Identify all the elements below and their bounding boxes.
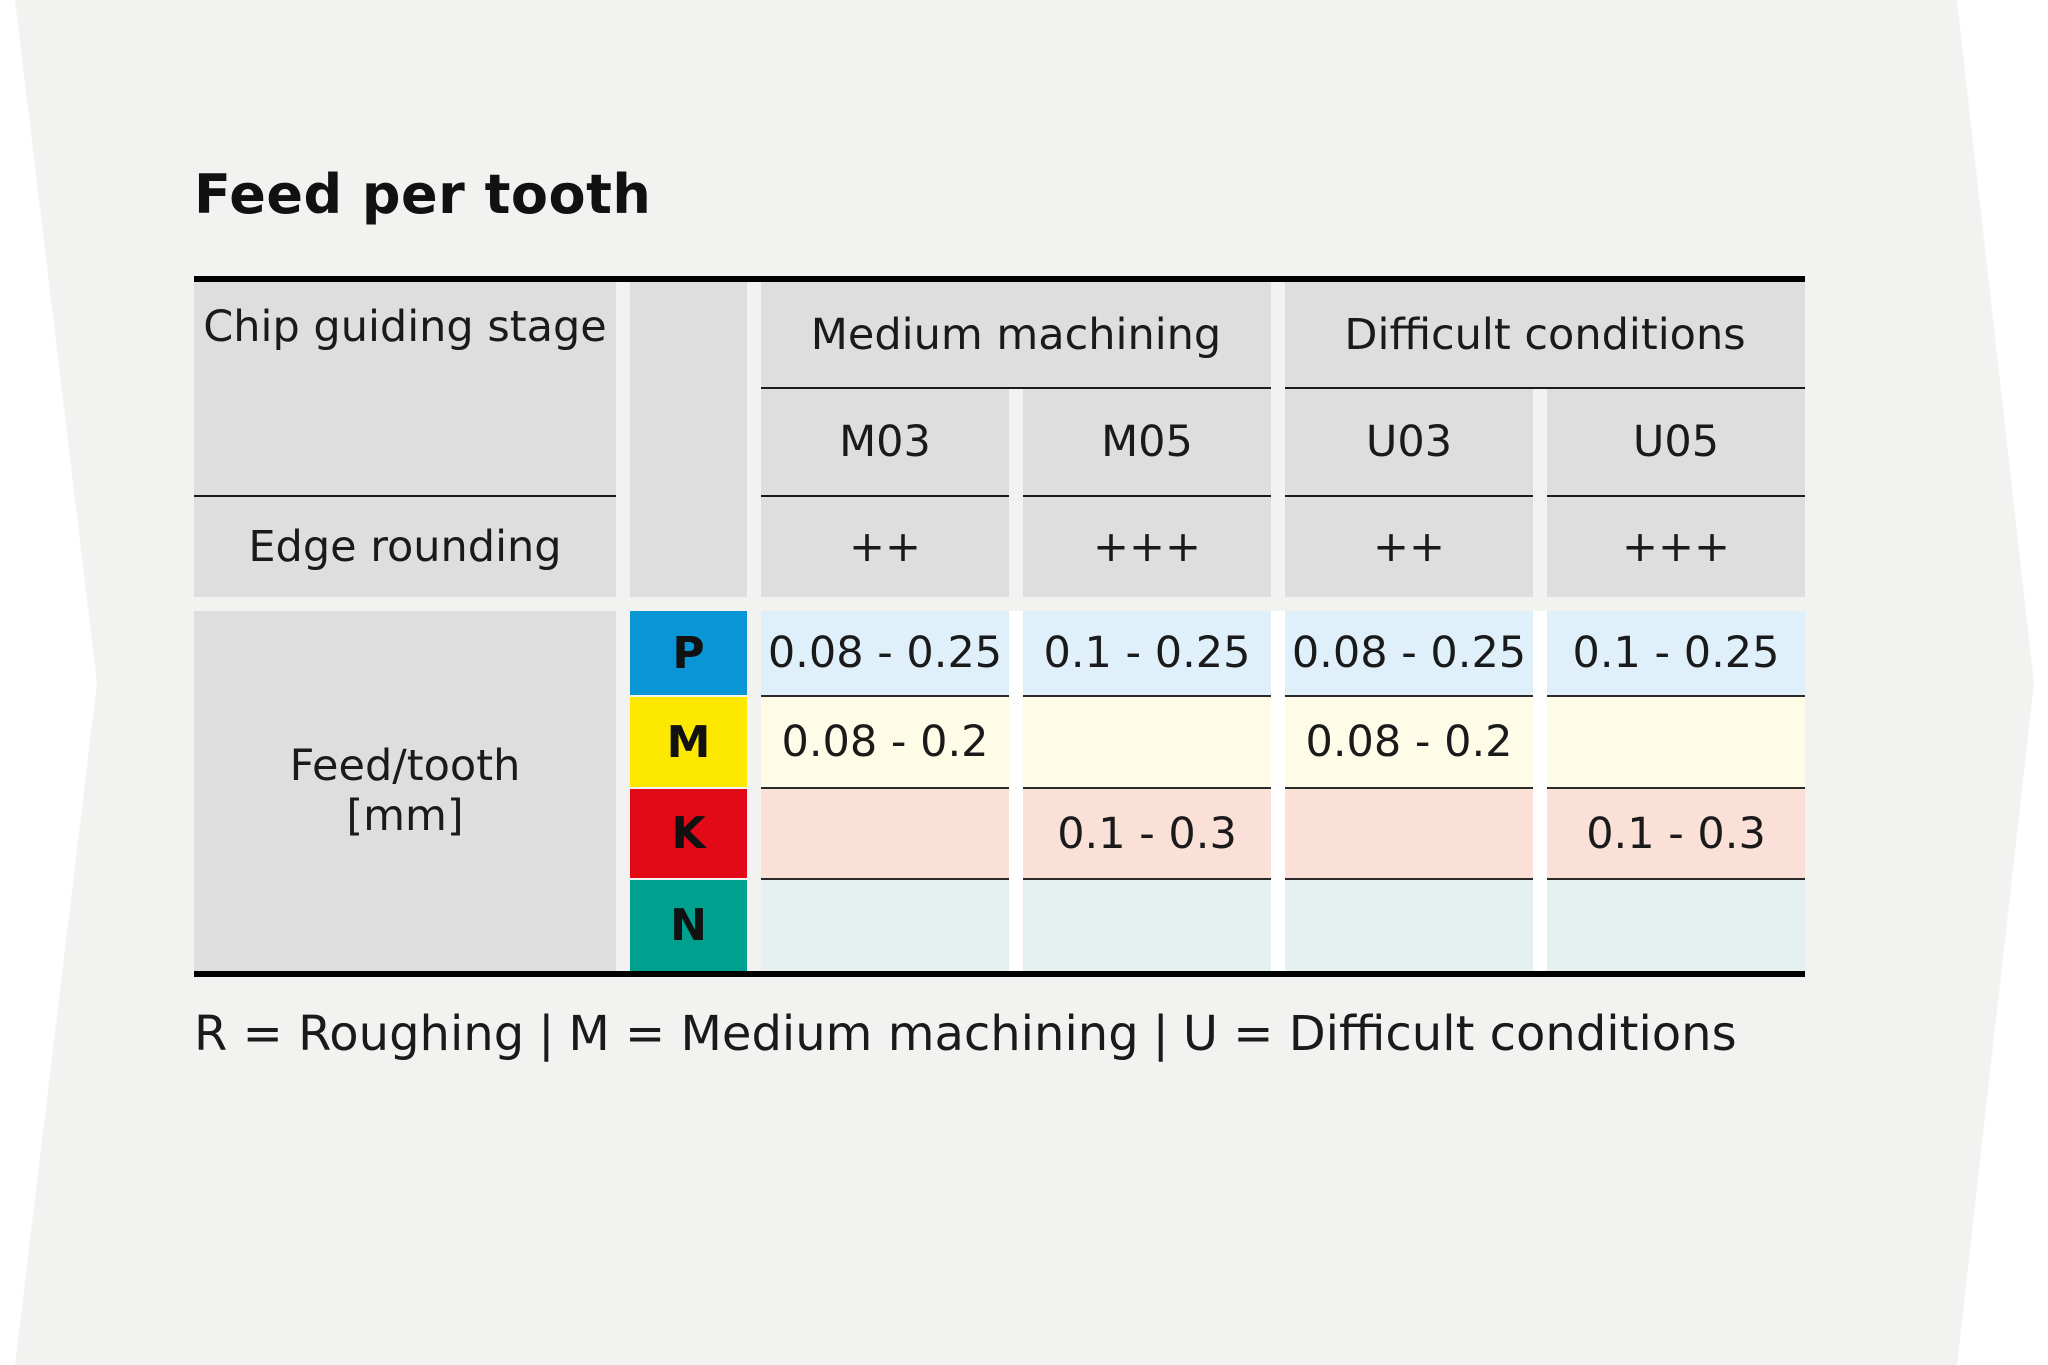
n-m05-cell — [1023, 880, 1271, 971]
m-m05-cell — [1023, 697, 1271, 787]
group-divider — [761, 387, 1271, 389]
edge-value-m03: ++ — [761, 497, 1009, 597]
edge-rounding-header: Edge rounding — [194, 497, 616, 597]
column-gutter — [1533, 611, 1547, 971]
edge-value-u05: +++ — [1547, 497, 1805, 597]
feed-tooth-label-line1: Feed/tooth — [289, 741, 521, 791]
stage-divider — [1023, 495, 1271, 497]
stage-u03: U03 — [1285, 389, 1533, 495]
group-divider — [1285, 387, 1805, 389]
page-title: Feed per tooth — [194, 163, 652, 226]
feed-tooth-label: Feed/tooth [mm] — [194, 611, 616, 971]
column-gutter — [1271, 611, 1285, 971]
m-m03-cell: 0.08 - 0.2 — [761, 697, 1009, 787]
legend-separator: | — [538, 1006, 555, 1062]
table-top-rule — [194, 276, 1805, 282]
material-k-badge: K — [630, 789, 747, 878]
n-m03-cell — [761, 880, 1009, 971]
material-n-badge: N — [630, 880, 747, 971]
k-m05-cell: 0.1 - 0.3 — [1023, 789, 1271, 878]
legend-roughing: R = Roughing — [194, 1006, 525, 1062]
material-m-badge: M — [630, 697, 747, 787]
p-u03-cell: 0.08 - 0.25 — [1285, 611, 1533, 695]
n-u03-cell — [1285, 880, 1533, 971]
stage-m03: M03 — [761, 389, 1009, 495]
legend: R = Roughing | M = Medium machining | U = Di… — [194, 1006, 1737, 1062]
n-u05-cell — [1547, 880, 1805, 971]
m-u03-cell: 0.08 - 0.2 — [1285, 697, 1533, 787]
legend-difficult: U = Difficult conditions — [1182, 1006, 1737, 1062]
stage-divider — [761, 495, 1009, 497]
stage-m05: M05 — [1023, 389, 1271, 495]
edge-value-m05: +++ — [1023, 497, 1271, 597]
material-p-badge: P — [630, 611, 747, 695]
column-gutter — [1009, 611, 1023, 971]
edge-value-u03: ++ — [1285, 497, 1533, 597]
legend-separator: | — [1152, 1006, 1169, 1062]
k-u05-cell: 0.1 - 0.3 — [1547, 789, 1805, 878]
p-u05-cell: 0.1 - 0.25 — [1547, 611, 1805, 695]
feed-tooth-label-unit: [mm] — [346, 791, 464, 841]
header-divider — [194, 495, 616, 497]
stage-divider — [1547, 495, 1805, 497]
k-u03-cell — [1285, 789, 1533, 878]
material-header-blank — [630, 282, 747, 597]
legend-medium: M = Medium machining — [568, 1006, 1139, 1062]
p-m05-cell: 0.1 - 0.25 — [1023, 611, 1271, 695]
chip-guiding-stage-header: Chip guiding stage — [194, 282, 616, 495]
table-bottom-rule — [194, 971, 1805, 977]
stage-u05: U05 — [1547, 389, 1805, 495]
group-difficult-conditions: Difficult conditions — [1285, 282, 1805, 387]
stage-divider — [1285, 495, 1533, 497]
m-u05-cell — [1547, 697, 1805, 787]
group-medium-machining: Medium machining — [761, 282, 1271, 387]
p-m03-cell: 0.08 - 0.25 — [761, 611, 1009, 695]
k-m03-cell — [761, 789, 1009, 878]
